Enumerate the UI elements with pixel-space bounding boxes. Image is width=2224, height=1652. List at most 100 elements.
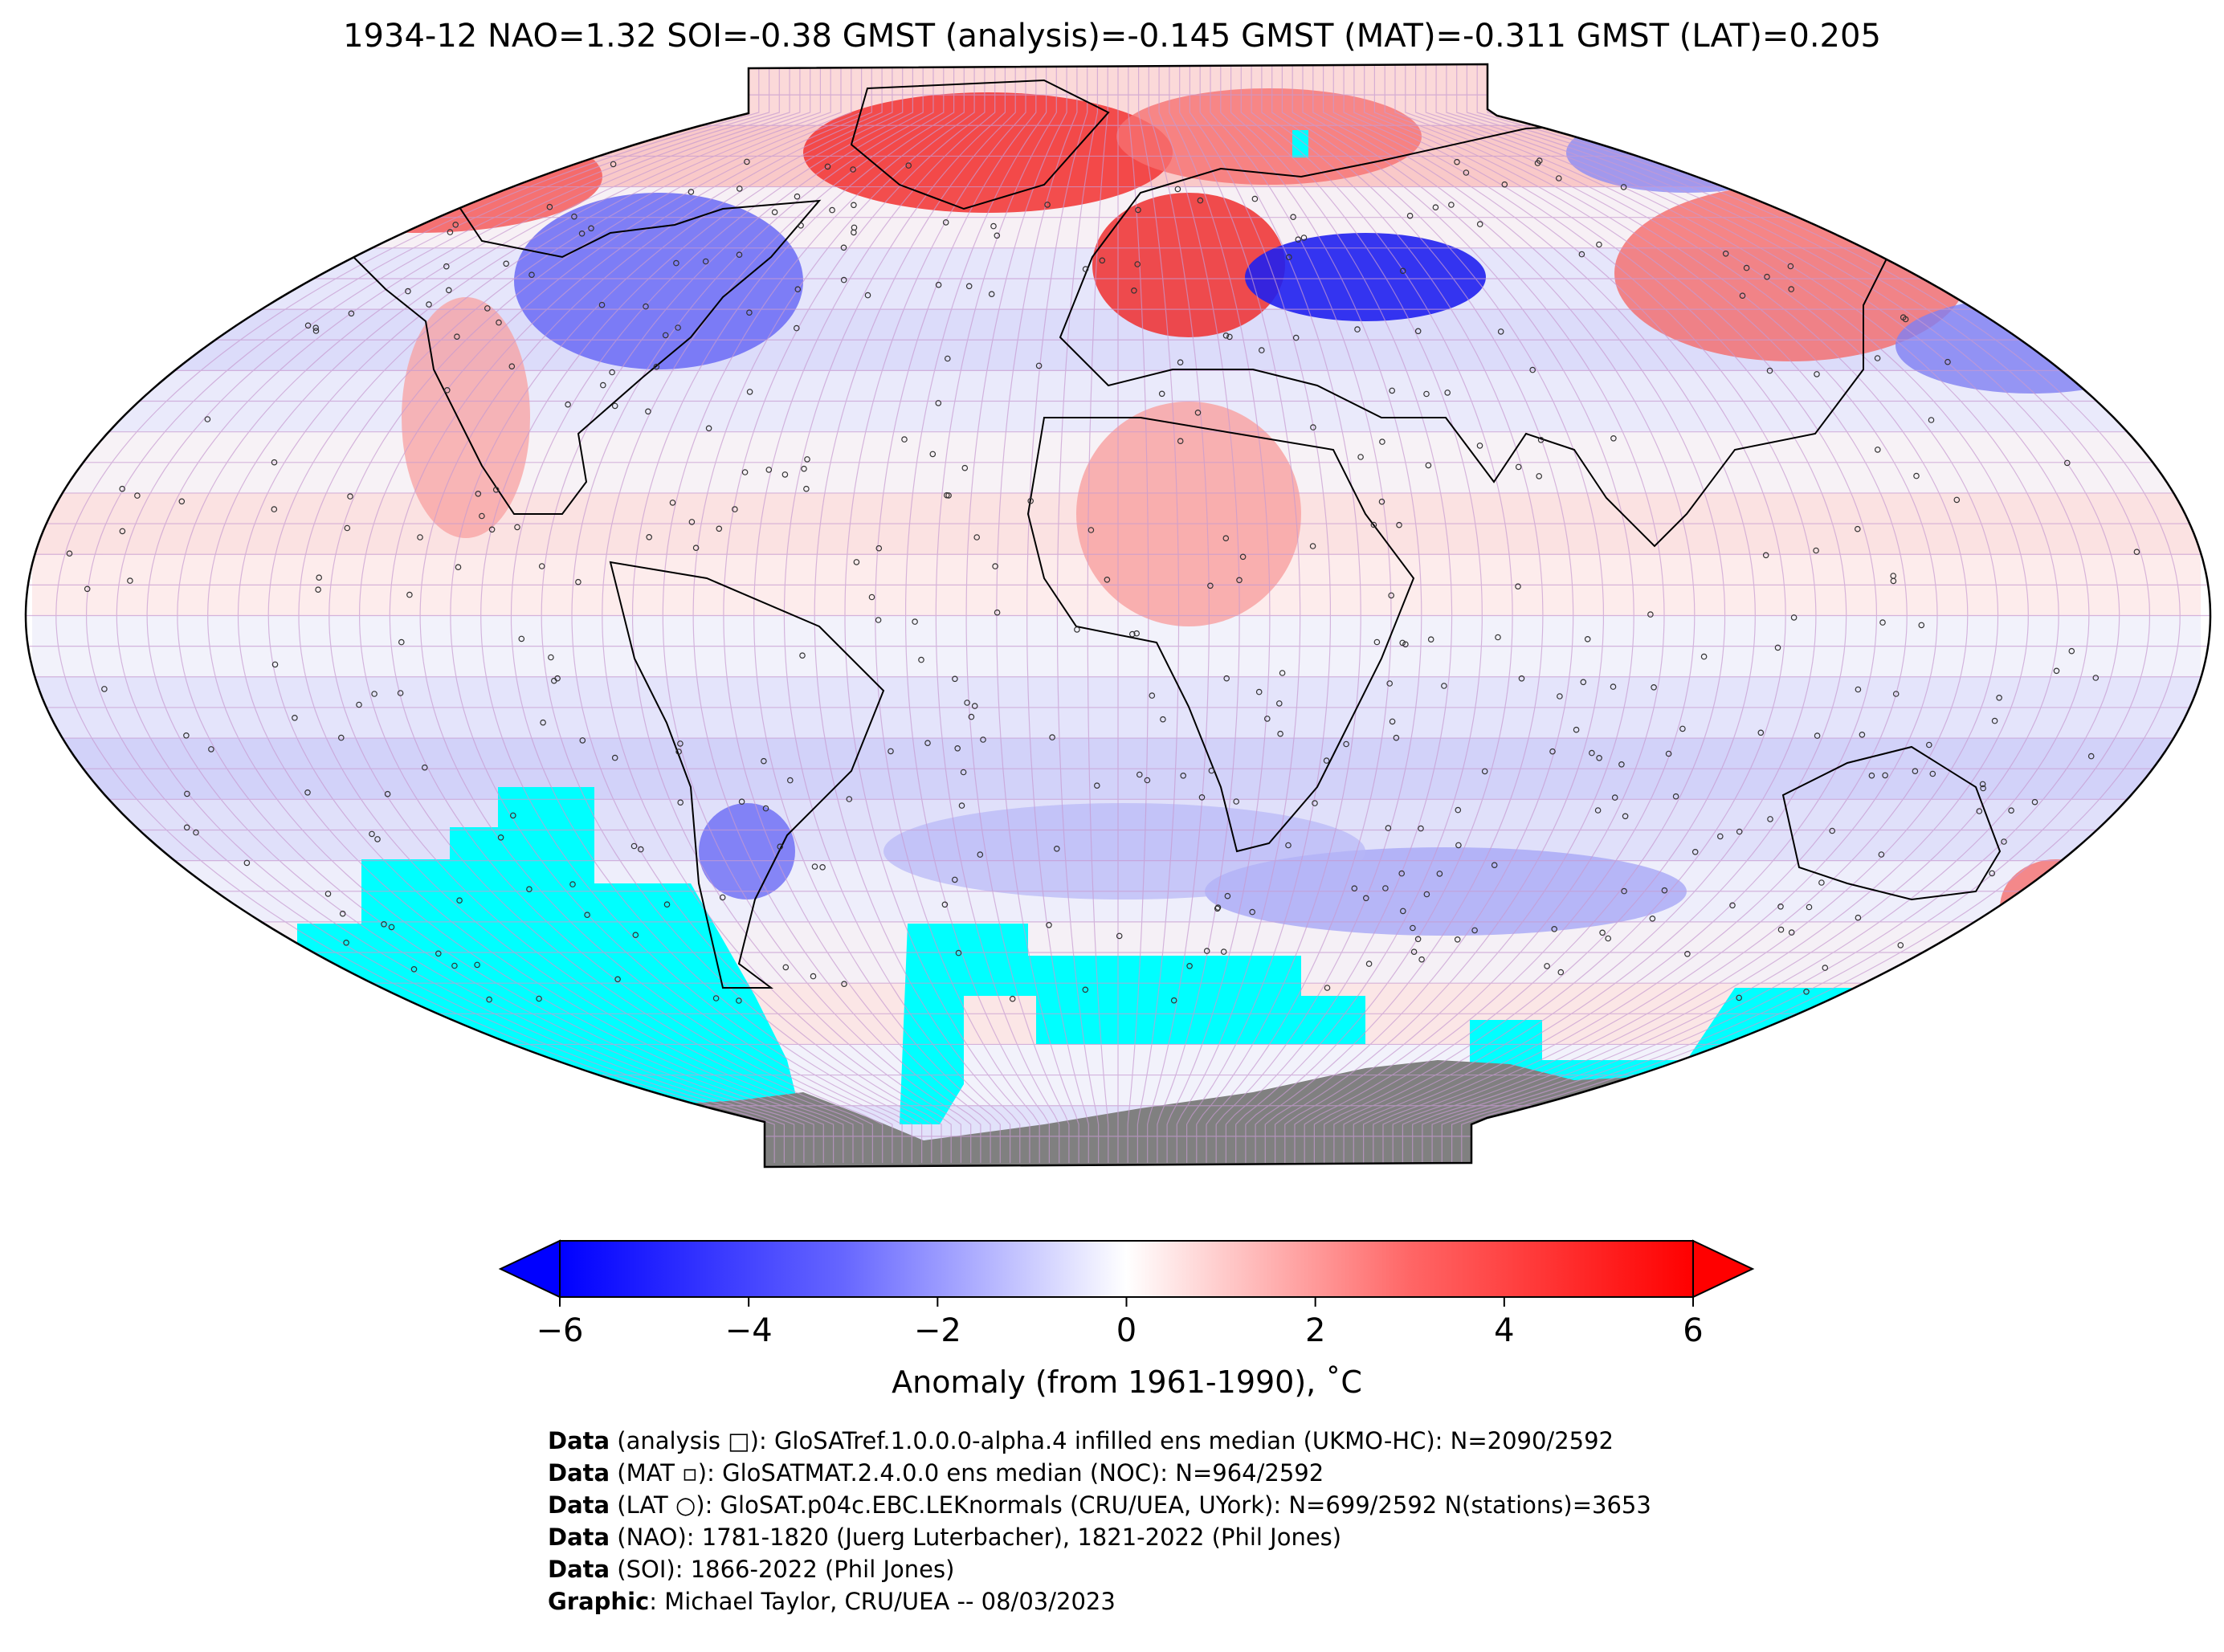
station-marker: [1233, 798, 1240, 805]
station-marker: [1599, 929, 1606, 936]
station-marker: [1054, 846, 1060, 852]
station-marker: [1203, 948, 1210, 954]
grid-meridian: [207, 64, 824, 1163]
station-marker: [2068, 647, 2075, 655]
station-marker: [1382, 885, 1389, 891]
grid-meridian: [1196, 64, 1361, 1163]
station-marker: [1790, 614, 1798, 621]
station-marker: [344, 524, 351, 532]
station-marker: [1441, 683, 1447, 689]
coastline-australia: [1781, 745, 2002, 901]
grid-meridian: [1186, 64, 1331, 1163]
station-marker: [803, 485, 810, 492]
station-marker: [1855, 914, 1862, 921]
station-marker: [1214, 904, 1222, 911]
station-marker: [840, 276, 847, 283]
station-marker: [1414, 328, 1422, 335]
station-marker: [1418, 825, 1424, 832]
colorbar-label: Anomaly (from 1961-1990), ˚C: [892, 1364, 1362, 1400]
grid-meridian: [1441, 64, 2120, 1163]
station-marker: [1929, 770, 1936, 777]
station-marker: [1620, 184, 1627, 190]
station-marker: [496, 319, 502, 326]
station-marker: [347, 493, 353, 500]
station-marker: [84, 585, 91, 593]
station-marker: [1618, 761, 1625, 768]
station-marker: [736, 186, 743, 192]
station-marker: [1255, 688, 1263, 695]
cold-region-north-pacific: [1896, 297, 2169, 394]
station-marker: [1859, 731, 1866, 738]
station-marker: [1549, 748, 1556, 755]
station-marker: [875, 617, 882, 623]
station-marker: [271, 661, 279, 668]
colorbar-extend-low: [498, 1239, 561, 1299]
station-marker: [762, 805, 769, 812]
station-marker: [924, 740, 931, 747]
station-marker: [1829, 827, 1836, 834]
station-marker: [1764, 273, 1770, 280]
station-marker: [1882, 772, 1888, 779]
station-marker: [550, 677, 557, 684]
credit-line: Graphic: Michael Taylor, CRU/UEA -- 08/0…: [548, 1585, 1651, 1617]
grid-meridian: [844, 64, 1030, 1163]
station-marker: [1573, 726, 1580, 733]
credit-line-text: (analysis □): GloSATref.1.0.0.0-alpha.4 …: [610, 1427, 1614, 1454]
station-marker: [443, 263, 450, 270]
station-marker: [1226, 333, 1233, 341]
station-marker: [1418, 956, 1425, 963]
station-marker: [1777, 904, 1784, 910]
grid-meridian: [1343, 64, 1817, 1163]
station-marker: [579, 737, 586, 744]
station-marker: [630, 842, 638, 850]
station-marker: [454, 333, 460, 341]
station-marker: [1700, 653, 1708, 660]
station-marker: [611, 754, 618, 761]
grid-meridian: [996, 64, 1079, 1163]
grid-meridian: [1245, 64, 1513, 1163]
station-marker: [398, 638, 405, 646]
station-marker: [1556, 175, 1562, 182]
station-marker: [799, 652, 806, 659]
credit-line-label: Graphic: [548, 1588, 650, 1615]
station-marker: [292, 714, 298, 721]
station-marker: [977, 851, 984, 858]
station-marker: [1777, 926, 1785, 933]
station-marker: [417, 534, 423, 540]
station-marker: [1497, 328, 1504, 335]
station-marker: [1455, 842, 1462, 849]
station-marker: [1082, 986, 1089, 993]
station-marker: [1544, 963, 1550, 969]
station-marker: [1928, 417, 1935, 423]
station-marker: [488, 526, 496, 533]
station-marker: [1594, 807, 1602, 814]
station-marker: [1436, 871, 1443, 877]
station-marker: [1402, 641, 1409, 648]
station-marker: [1279, 670, 1286, 676]
station-marker: [810, 973, 817, 980]
station-marker: [1578, 251, 1585, 258]
station-marker: [1649, 916, 1656, 922]
station-marker: [451, 962, 458, 969]
station-marker: [1310, 424, 1316, 430]
station-marker: [1406, 212, 1414, 219]
station-marker: [204, 416, 211, 422]
station-marker: [901, 436, 908, 443]
grid-meridian: [1431, 64, 2090, 1163]
station-marker: [637, 846, 644, 853]
station-marker: [1534, 160, 1541, 166]
station-marker: [1343, 740, 1349, 748]
station-marker: [2092, 675, 2100, 681]
station-marker: [929, 451, 937, 458]
station-marker: [315, 586, 321, 593]
station-marker: [1357, 454, 1364, 460]
station-markers: [66, 157, 2140, 1004]
station-marker: [1729, 902, 1736, 909]
station-marker: [134, 492, 141, 499]
credit-line: Data (NAO): 1781-1820 (Juerg Luterbacher…: [548, 1521, 1651, 1553]
station-marker: [514, 524, 520, 531]
station-marker: [851, 202, 857, 209]
station-marker: [426, 301, 432, 308]
station-marker: [1557, 693, 1563, 700]
station-marker: [421, 764, 428, 771]
